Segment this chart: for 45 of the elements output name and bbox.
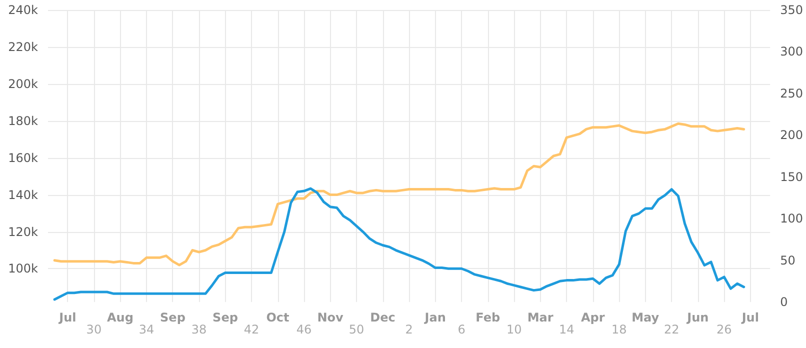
x-tick-label: Aug [107,310,134,324]
x-tick-label: Jul [58,310,76,324]
x-tick-label: Sep [160,310,186,324]
x-tick-label: Apr [580,310,605,324]
x-tick-label: 2 [405,322,413,336]
y-tick-label: 180k [8,114,38,128]
x-tick-label: 38 [191,322,207,336]
x-tick-label: May [632,310,660,324]
line-series [53,122,746,266]
x-tick-label: Oct [266,310,290,324]
y2-tick-label: 200 [780,128,803,142]
x-tick-label: Mar [527,310,554,324]
x-tick-label: Jul [740,310,759,324]
y2-tick-label: 100 [780,212,803,226]
x-tick-label: 10 [506,322,522,336]
x-tick-label: Sep [212,310,238,324]
x-tick-label: 18 [611,322,627,336]
y-tick-label: 240k [8,3,38,17]
x-tick-label: 42 [244,322,260,336]
y2-tick-label: 300 [780,44,803,59]
y2-tick-label: 0 [780,295,788,309]
y-tick-label: 200k [8,76,38,91]
y-tick-label: 220k [8,40,38,54]
y-tick-label: 120k [8,224,38,239]
x-tick-label: Feb [476,310,500,324]
x-tick-label: Jun [686,310,709,324]
y-tick-label: 140k [8,188,38,202]
y2-tick-label: 250 [780,86,803,100]
x-tick-label: Dec [370,310,396,324]
x-tick-label: 46 [296,322,312,336]
line-series [53,187,746,301]
x-tick-label: Jan [424,310,446,324]
x-tick-label: 22 [664,322,680,336]
y2-tick-label: 150 [780,170,803,184]
x-tick-label: Nov [317,310,344,324]
y2-tick-label: 50 [780,253,796,268]
y-tick-label: 100k [8,262,38,276]
y2-tick-label: 350 [780,3,803,17]
x-tick-label: 26 [716,322,732,336]
x-tick-label: 50 [348,322,364,336]
x-tick-label: 34 [138,322,154,336]
x-tick-label: 30 [86,322,102,336]
y-tick-label: 160k [8,150,38,165]
x-tick-label: 14 [558,322,574,336]
x-tick-label: 6 [458,322,466,336]
